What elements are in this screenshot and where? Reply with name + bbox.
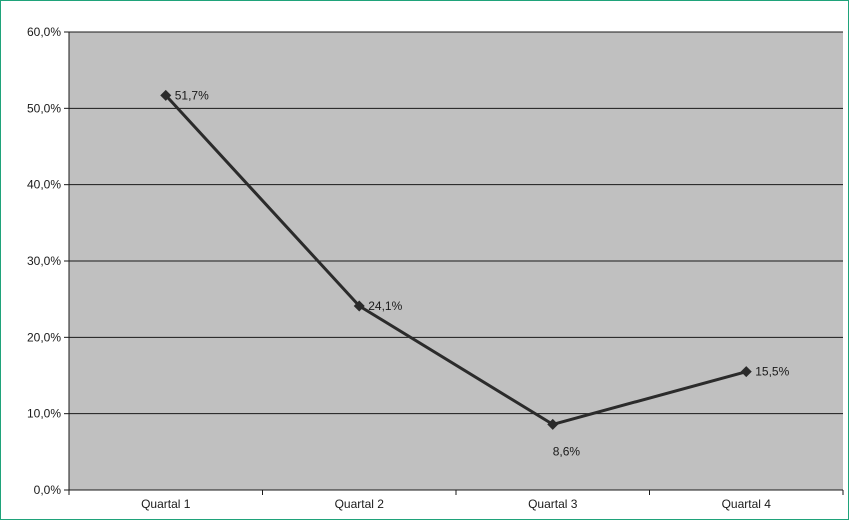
x-tick-label: Quartal 2: [335, 497, 385, 511]
x-tick-label: Quartal 3: [528, 497, 578, 511]
data-point: [160, 89, 172, 101]
y-tick-label: 60,0%: [27, 25, 61, 39]
data-label: 8,6%: [553, 444, 581, 458]
y-tick-label: 20,0%: [27, 330, 61, 344]
data-labels: 51,7% 24,1% 8,6% 15,5%: [175, 88, 790, 458]
y-tick-label: 30,0%: [27, 254, 61, 268]
x-tick-label: Quartal 1: [141, 497, 191, 511]
series-line: [164, 94, 747, 426]
data-label: 51,7%: [175, 88, 209, 102]
data-label: 24,1%: [368, 299, 402, 313]
x-tick-label: Quartal 4: [722, 497, 772, 511]
y-tick-label: 50,0%: [27, 101, 61, 115]
gridlines: [69, 31, 843, 415]
series-lines: [164, 94, 747, 426]
data-label: 15,5%: [755, 365, 789, 379]
y-tick-label: 10,0%: [27, 407, 61, 421]
y-tick-label: 0,0%: [34, 483, 62, 497]
y-tick-label: 40,0%: [27, 178, 61, 192]
data-point: [547, 418, 559, 430]
x-axis-ticks: Quartal 1 Quartal 2 Quartal 3 Quartal 4: [68, 490, 844, 511]
data-point: [740, 366, 752, 378]
data-points: [160, 89, 752, 430]
y-axis-ticks: 0,0% 10,0% 20,0% 30,0% 40,0% 50,0% 60,0%: [27, 25, 69, 497]
data-point: [353, 300, 365, 312]
